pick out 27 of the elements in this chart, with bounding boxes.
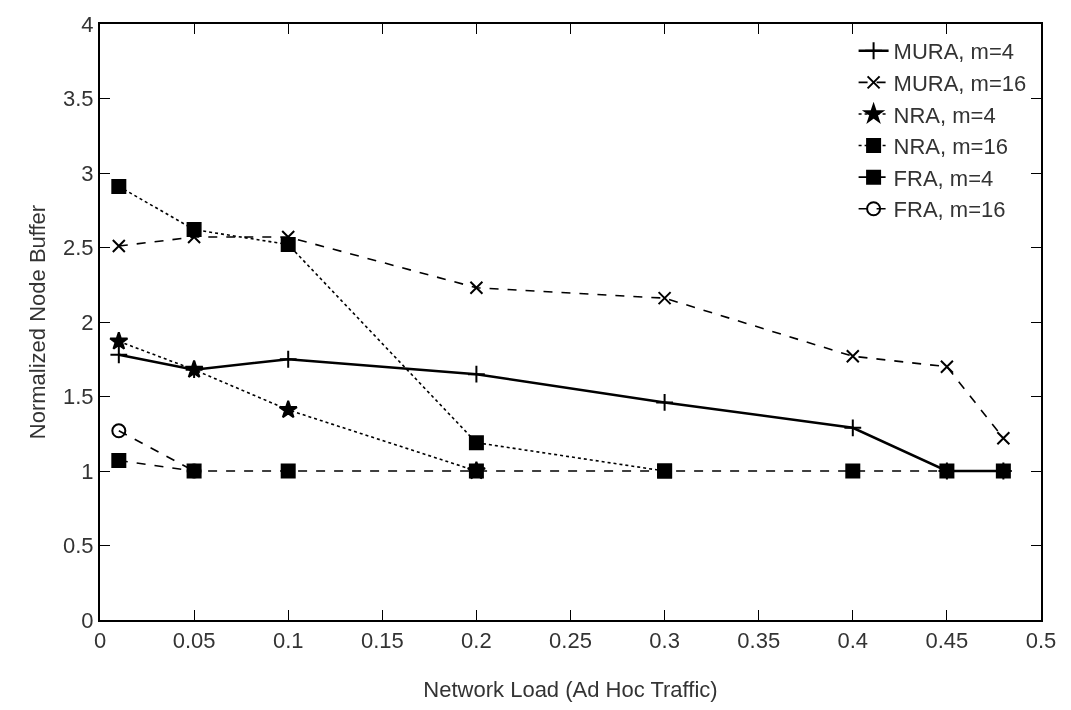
x-tick-label: 0.5 [1025,628,1057,654]
y-tick-label: 3.5 [63,86,94,112]
legend-label: NRA, m=16 [893,134,1008,160]
y-tick-label: 4 [81,11,94,37]
x-tick-label: 0.15 [360,628,404,654]
x-tick-label: 0.1 [272,628,304,654]
y-axis-title: Normalized Node Buffer [25,204,50,440]
legend-label: FRA, m=16 [893,197,1006,223]
x-tick-label: 0.45 [925,628,969,654]
x-tick-label: 0.05 [172,628,216,654]
y-tick-label: 0 [81,607,94,633]
legend-label: NRA, m=4 [893,102,996,128]
y-tick-label: 0.5 [63,533,94,559]
x-tick-label: 0.25 [549,628,592,654]
legend-label: MURA, m=16 [893,70,1027,96]
x-tick-label: 0.2 [461,628,492,654]
legend-label: FRA, m=4 [893,165,994,191]
x-axis-title: Network Load (Ad Hoc Traffic) [423,677,718,702]
x-tick-label: 0.4 [837,628,869,654]
legend-label: MURA, m=4 [893,39,1015,65]
x-tick-label: 0.3 [649,628,680,654]
y-tick-label: 1.5 [63,384,94,410]
x-tick-label: 0.35 [737,628,781,654]
y-tick-label: 3 [81,160,94,186]
y-tick-label: 2 [81,309,94,335]
y-tick-label: 2.5 [63,235,94,261]
y-tick-label: 1 [81,458,94,484]
